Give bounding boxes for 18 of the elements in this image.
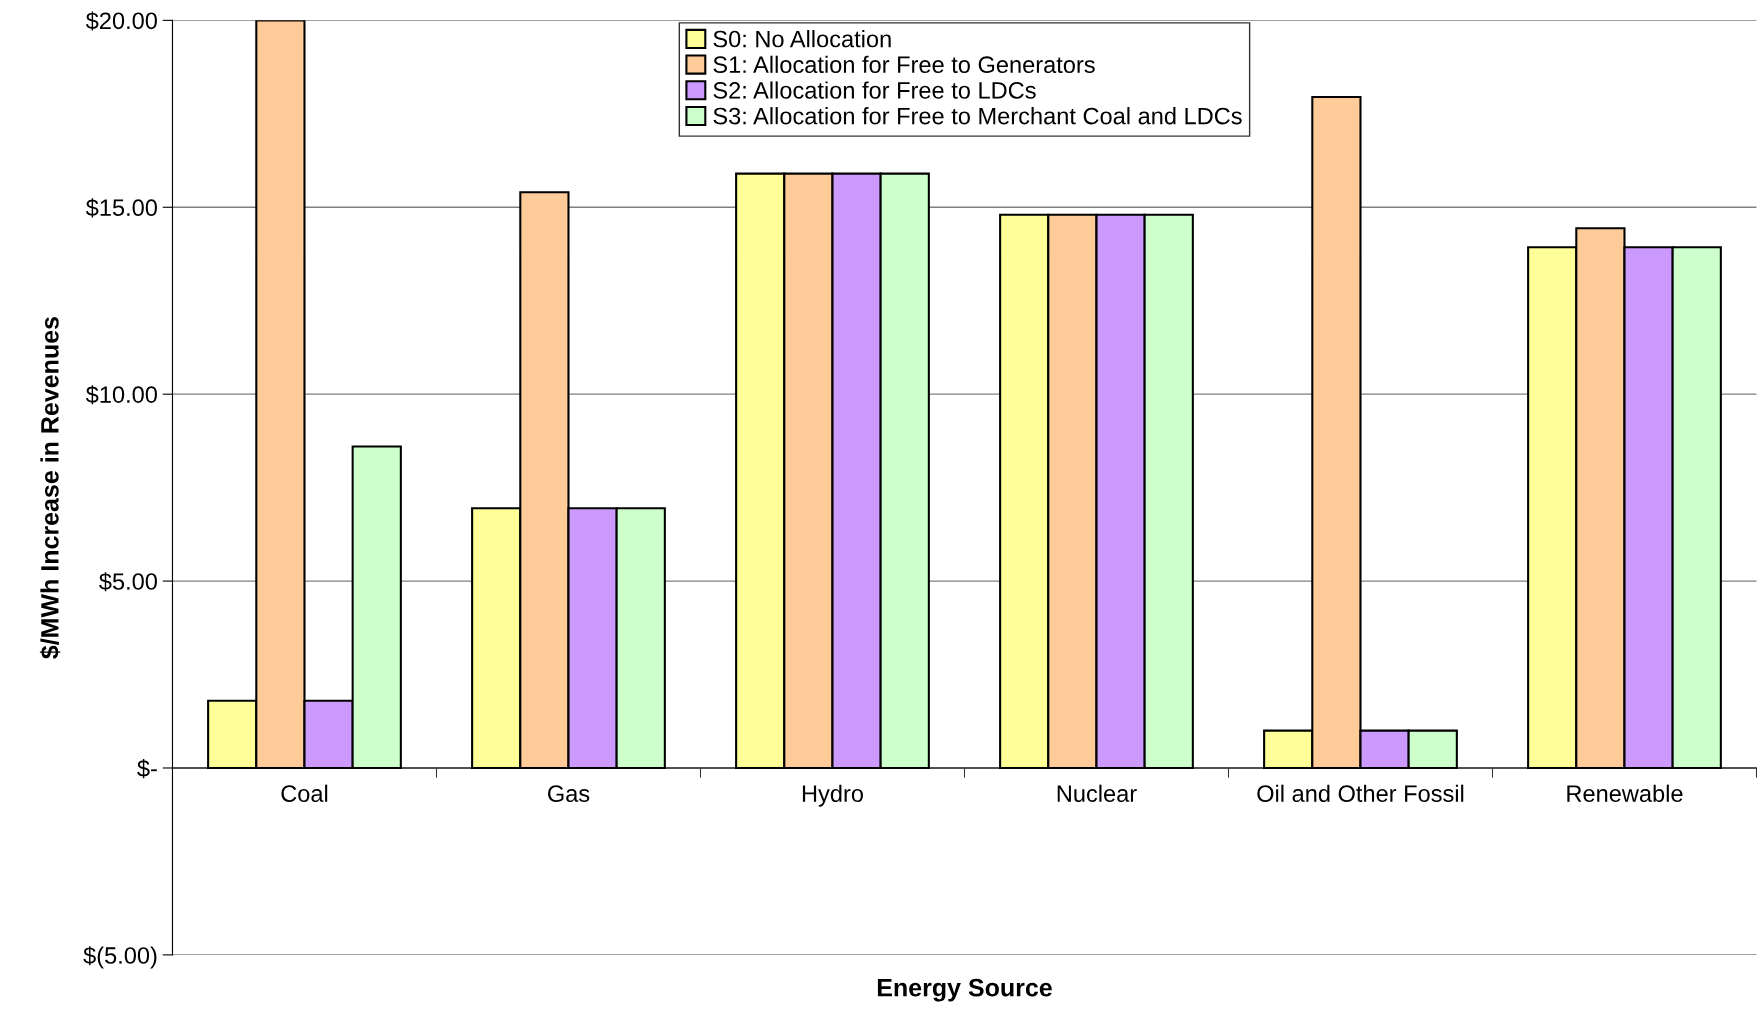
y-tick-label: $15.00 [85, 198, 157, 218]
y-tick-label: $5.00 [99, 572, 157, 592]
x-axis-title: Energy Source [877, 978, 1052, 1002]
legend-label: S3: Allocation for Free to Merchant Coal and LDCs [713, 107, 1242, 125]
y-tick-label: $- [137, 759, 157, 779]
x-tick-label: Nuclear [1057, 784, 1137, 802]
y-tick-label: $(5.00) [83, 946, 157, 969]
legend-label: S1: Allocation for Free to Generators [713, 55, 1095, 74]
y-tick-label: $10.00 [85, 385, 157, 405]
x-tick-label: Hydro [802, 784, 863, 807]
y-tick-label: $20.00 [85, 11, 157, 31]
legend-label: S0: No Allocation [713, 30, 891, 48]
x-tick-label: Oil and Other Fossil [1257, 784, 1464, 802]
x-tick-label: Renewable [1567, 784, 1683, 802]
legend-label: S2: Allocation for Free to LDCs [713, 81, 1036, 99]
x-tick-label: Gas [548, 785, 590, 802]
y-axis-title: $/MWh Increase in Revenues [39, 317, 61, 659]
x-tick-label: Coal [281, 784, 328, 802]
